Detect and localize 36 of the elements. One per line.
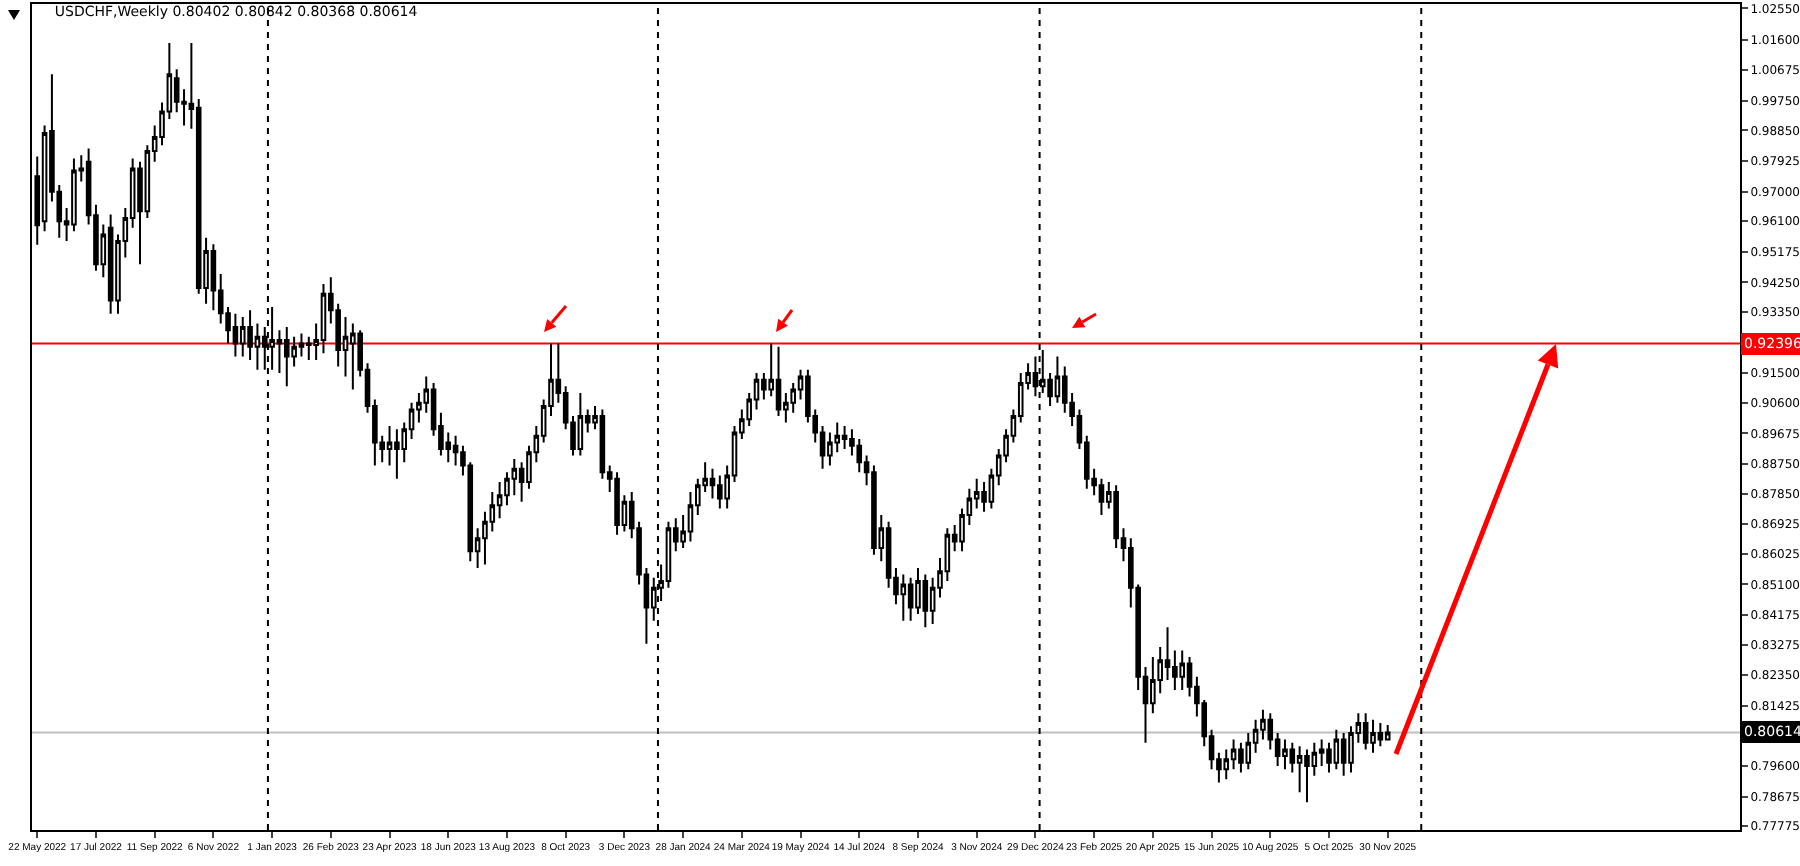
- candlestick: [1340, 731, 1347, 777]
- candlestick: [107, 213, 114, 315]
- candlestick: [1296, 745, 1303, 794]
- candlestick: [1333, 728, 1340, 771]
- candlestick: [1377, 722, 1384, 748]
- candlestick: [827, 431, 833, 467]
- candlestick: [1238, 741, 1244, 774]
- candlestick: [394, 428, 400, 480]
- candlestick: [320, 282, 327, 355]
- candlestick: [871, 464, 877, 556]
- candlestick: [775, 345, 782, 417]
- candlestick: [717, 474, 723, 510]
- candlestick: [907, 576, 914, 622]
- candlestick: [709, 467, 716, 500]
- candlestick: [283, 325, 290, 388]
- candlestick: [239, 315, 246, 358]
- candlestick: [922, 573, 929, 629]
- candlestick: [841, 424, 848, 451]
- candlestick: [350, 322, 356, 391]
- candlestick: [1179, 649, 1185, 692]
- candlestick: [577, 391, 584, 457]
- candlestick: [71, 157, 77, 233]
- candlestick: [232, 312, 239, 358]
- candlestick: [1384, 723, 1391, 742]
- candlestick: [1304, 748, 1310, 804]
- candlestick: [614, 471, 620, 536]
- candlestick: [1230, 738, 1237, 771]
- candlestick: [452, 434, 459, 467]
- candlestick: [1098, 477, 1105, 517]
- candlestick: [1370, 718, 1376, 754]
- candlestick: [298, 332, 305, 358]
- candlestick: [1223, 748, 1230, 781]
- candlestick: [511, 457, 518, 497]
- candlestick: [1282, 738, 1288, 771]
- candlestick: [900, 573, 907, 622]
- candlestick: [1362, 712, 1369, 751]
